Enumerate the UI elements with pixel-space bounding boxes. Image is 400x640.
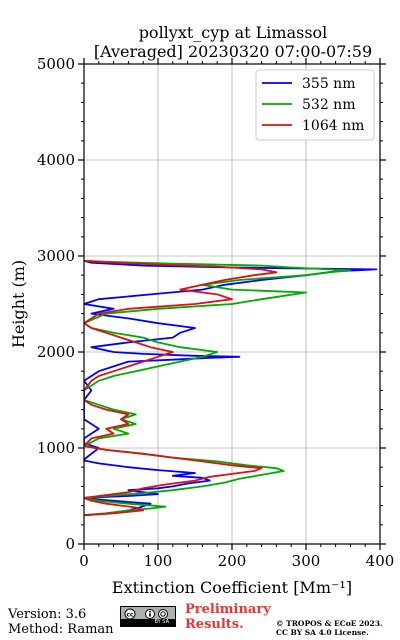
- x-axis-label: Extinction Coefficient [Mm⁻¹]: [112, 578, 352, 597]
- chart-subtitle: [Averaged] 20230320 07:00-07:59: [93, 42, 373, 61]
- y-tick-label: 2000: [37, 343, 75, 361]
- legend: 355 nm 532 nm 1064 nm: [255, 69, 375, 141]
- legend-label: 1064 nm: [302, 118, 364, 134]
- y-axis-label: Height (m): [9, 260, 28, 348]
- legend-label: 532 nm: [302, 97, 355, 113]
- series-lines: [84, 259, 378, 517]
- x-tick-label: 100: [144, 552, 173, 570]
- y-tick-label: 0: [65, 535, 75, 553]
- chart-title: pollyxt_cyp at Limassol: [138, 23, 328, 42]
- y-tick-label: 4000: [37, 151, 75, 169]
- series-line-3: [84, 259, 278, 517]
- license-notice: © TROPOS & ECoE 2023. CC BY SA 4.0 Licen…: [276, 619, 383, 637]
- cc-license-icon: cc BY SA: [120, 606, 176, 627]
- x-tick-label: 400: [366, 552, 395, 570]
- x-tick-label: 200: [218, 552, 247, 570]
- y-tick-label: 1000: [37, 439, 75, 457]
- license-line1: © TROPOS & ECoE 2023.: [276, 619, 383, 628]
- x-tick-label: 0: [79, 552, 89, 570]
- x-tick-label: 300: [292, 552, 321, 570]
- preliminary-line1: Preliminary: [185, 602, 271, 617]
- method-text: Method: Raman: [8, 622, 114, 637]
- y-tick-label: 3000: [37, 247, 75, 265]
- preliminary-line2: Results.: [185, 617, 244, 632]
- cc-badge-text: BY SA: [121, 619, 175, 626]
- legend-box: [255, 69, 375, 141]
- legend-label: 355 nm: [302, 76, 355, 92]
- preliminary-notice: Preliminary Results.: [185, 602, 271, 632]
- license-line2: CC BY SA 4.0 License.: [276, 628, 369, 637]
- y-tick-label: 5000: [37, 55, 75, 73]
- axis-ticks: [78, 58, 386, 550]
- series-line-2: [84, 259, 352, 517]
- version-text: Version: 3.6: [8, 607, 87, 622]
- svg-text:cc: cc: [126, 612, 134, 619]
